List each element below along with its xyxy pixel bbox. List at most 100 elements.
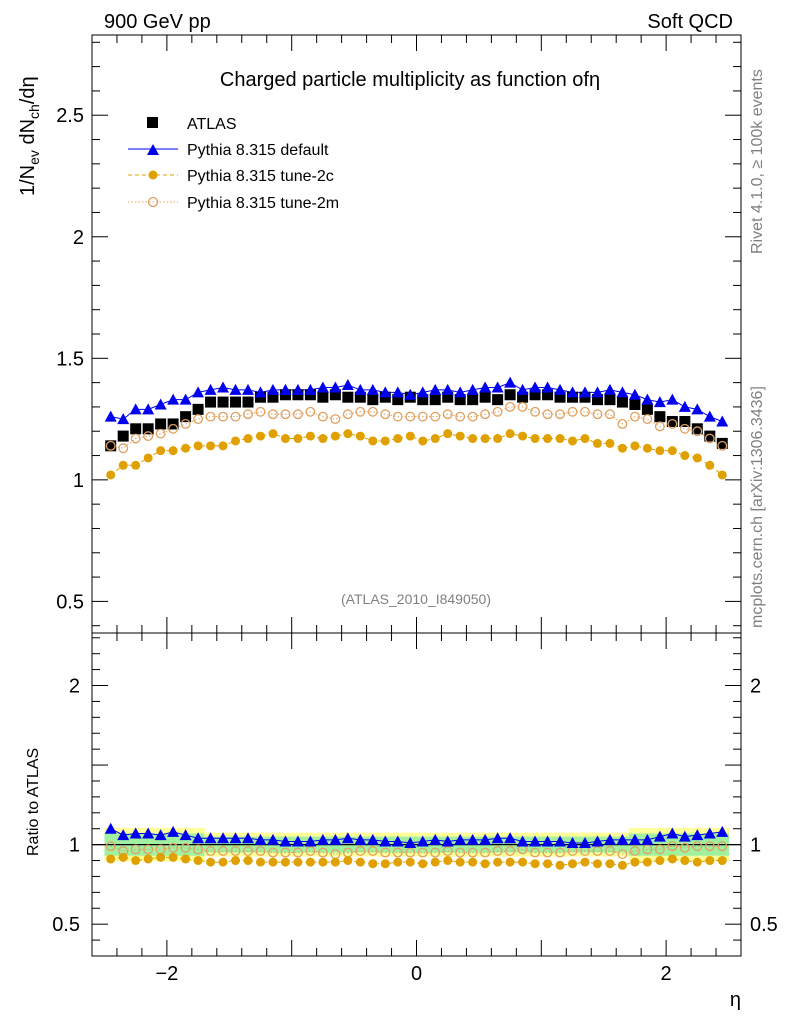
- data-point-series-3: [330, 414, 341, 425]
- ratio-point-series-2: [592, 846, 603, 856]
- data-point-series-0: [417, 394, 429, 406]
- ratio-point-series-2: [292, 847, 303, 858]
- data-point-series-1: [366, 383, 379, 395]
- data-point-series-2: [443, 429, 453, 439]
- ratio-point-series-0: [578, 837, 591, 849]
- ratio-point-series-0: [279, 835, 292, 847]
- data-point-series-1: [491, 381, 504, 393]
- legend-marker-atlas: [147, 117, 158, 128]
- ratio-point-series-0: [454, 833, 467, 845]
- ratio-point-series-1: [655, 856, 665, 866]
- ratio-point-series-1: [368, 859, 378, 869]
- legend-label-default: Pythia 8.315 default: [187, 142, 329, 159]
- ratio-point-series-0: [616, 833, 629, 845]
- legend: ATLAS Pythia 8.315 default Pythia 8.315 …: [128, 116, 339, 212]
- data-point-series-1: [304, 383, 317, 395]
- data-point-series-3: [305, 406, 316, 417]
- data-point-series-0: [654, 411, 666, 423]
- ratio-point-series-0: [354, 833, 367, 845]
- ratio-point-series-2: [467, 847, 478, 858]
- data-point-series-2: [717, 470, 727, 480]
- legend-label-atlas: ATLAS: [187, 116, 237, 133]
- ratio-point-series-0: [404, 837, 417, 849]
- ratio-point-series-1: [617, 860, 627, 870]
- ratio-point-series-2: [205, 846, 216, 856]
- ratio-point-series-1: [505, 857, 515, 867]
- ratio-point-series-0: [366, 833, 379, 845]
- ratio-point-series-2: [717, 841, 728, 852]
- ratio-point-series-1: [143, 854, 153, 864]
- ratio-point-series-0: [628, 833, 641, 845]
- data-point-series-1: [217, 381, 230, 393]
- ratio-point-series-1: [118, 852, 128, 862]
- data-point-series-1: [379, 386, 392, 398]
- xtick-label: 0: [411, 963, 422, 985]
- ratio-point-series-1: [480, 859, 490, 869]
- data-point-series-1: [142, 403, 155, 415]
- legend-label-tune2m: Pythia 8.315 tune-2m: [187, 195, 339, 212]
- ratio-point-series-2: [355, 846, 366, 856]
- ratio-point-series-2: [105, 841, 116, 852]
- ratio-point-series-1: [293, 857, 303, 867]
- legend-marker-tune2m: [147, 196, 159, 208]
- ratio-point-series-1: [468, 857, 478, 867]
- data-point-series-0: [354, 391, 366, 403]
- data-point-series-1: [529, 381, 542, 393]
- data-point-series-2: [268, 429, 278, 439]
- ratio-point-series-1: [543, 859, 553, 869]
- ratio-point-series-1: [380, 859, 390, 869]
- ratio-point-series-1: [717, 856, 727, 866]
- ratio-point-series-2: [679, 842, 690, 853]
- data-point-series-1: [516, 383, 529, 395]
- xtick-label: 2: [661, 963, 672, 985]
- ratio-series-points: [104, 822, 729, 870]
- ratio-point-series-2: [380, 847, 391, 858]
- ratio-point-series-1: [705, 856, 715, 866]
- ratio-point-series-1: [280, 857, 290, 867]
- ratio-point-series-1: [405, 857, 415, 867]
- data-point-series-3: [667, 418, 678, 429]
- data-point-series-2: [468, 434, 478, 444]
- ratio-point-series-0: [341, 832, 354, 844]
- data-point-series-2: [343, 429, 353, 439]
- data-point-series-0: [591, 394, 603, 406]
- ratio-point-series-0: [129, 827, 142, 839]
- data-point-series-2: [193, 441, 203, 451]
- data-point-series-1: [541, 381, 554, 393]
- data-point-series-2: [692, 453, 702, 463]
- ratio-point-series-1: [455, 857, 465, 867]
- ratio-point-series-1: [131, 856, 141, 866]
- ratio-ytick-label-right: 2: [750, 676, 761, 698]
- ratio-point-series-1: [418, 859, 428, 869]
- data-point-series-3: [342, 409, 353, 420]
- data-point-series-2: [667, 446, 677, 456]
- data-point-series-0: [492, 394, 504, 406]
- ratio-point-series-0: [379, 835, 392, 847]
- ratio-point-series-1: [156, 852, 166, 862]
- ratio-point-series-1: [667, 854, 677, 864]
- ratio-point-series-0: [204, 832, 217, 844]
- data-point-series-2: [455, 431, 465, 441]
- ratio-point-series-2: [542, 847, 553, 858]
- header-right: Soft QCD: [647, 11, 733, 33]
- data-point-series-3: [118, 443, 129, 454]
- data-point-series-1: [591, 386, 604, 398]
- ratio-point-series-2: [317, 847, 328, 858]
- ratio-point-series-1: [630, 857, 640, 867]
- data-point-series-2: [642, 443, 652, 453]
- data-point-series-3: [180, 418, 191, 429]
- ratio-point-series-0: [217, 832, 230, 844]
- data-point-series-3: [155, 428, 166, 439]
- data-point-series-3: [654, 421, 665, 432]
- ratio-point-series-1: [193, 856, 203, 866]
- ratio-y-axis-title: Ratio to ATLAS: [25, 748, 42, 856]
- ratio-point-series-1: [430, 857, 440, 867]
- data-point-series-0: [130, 423, 142, 435]
- ratio-point-series-2: [430, 847, 441, 858]
- data-point-series-2: [355, 431, 365, 441]
- ratio-point-series-0: [391, 835, 404, 847]
- ratio-ytick-label-right: 0.5: [750, 914, 778, 936]
- data-point-series-0: [479, 391, 491, 403]
- ratio-point-series-1: [443, 856, 453, 866]
- data-point-series-3: [205, 411, 216, 422]
